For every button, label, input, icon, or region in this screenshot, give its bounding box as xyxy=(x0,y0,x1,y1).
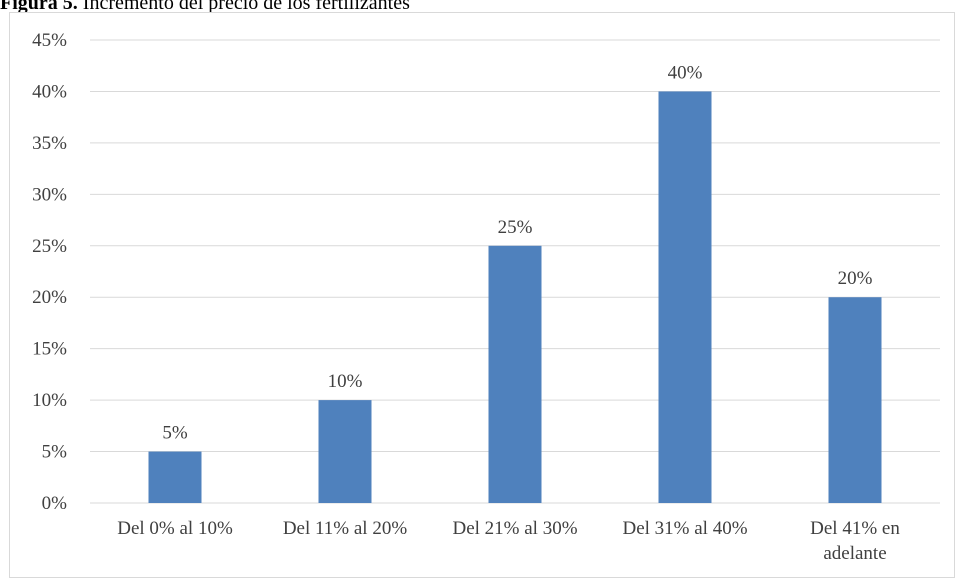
y-tick-label: 0% xyxy=(42,493,68,514)
y-tick-label: 20% xyxy=(32,287,67,308)
x-category-label: Del 21% al 30% xyxy=(452,518,577,539)
data-label: 25% xyxy=(498,217,533,238)
y-tick-label: 25% xyxy=(32,236,67,257)
y-tick-label: 40% xyxy=(32,81,67,102)
data-label: 40% xyxy=(668,62,703,83)
data-label: 20% xyxy=(838,268,873,289)
x-category-label: Del 41% en xyxy=(810,518,900,539)
bar xyxy=(318,400,372,503)
bar xyxy=(148,451,202,503)
y-tick-label: 15% xyxy=(32,339,67,360)
bar xyxy=(658,91,712,503)
bar xyxy=(828,297,882,503)
y-tick-label: 35% xyxy=(32,133,67,154)
y-tick-label: 10% xyxy=(32,390,67,411)
y-tick-label: 30% xyxy=(32,184,67,205)
y-tick-label: 45% xyxy=(32,30,67,51)
figure-caption-text: Incremento del precio de los fertilizant… xyxy=(77,0,410,14)
y-tick-label: 5% xyxy=(42,442,68,463)
data-label: 5% xyxy=(162,423,188,444)
x-category-label: Del 11% al 20% xyxy=(283,518,408,539)
x-category-label: Del 0% al 10% xyxy=(117,518,233,539)
figure-caption: Figura 5. Incremento del precio de los f… xyxy=(0,0,410,15)
bar xyxy=(488,245,542,503)
x-category-label: adelante xyxy=(823,543,886,564)
figure-caption-prefix: Figura 5. xyxy=(0,0,78,14)
data-label: 10% xyxy=(328,371,363,392)
x-category-label: Del 31% al 40% xyxy=(622,518,747,539)
